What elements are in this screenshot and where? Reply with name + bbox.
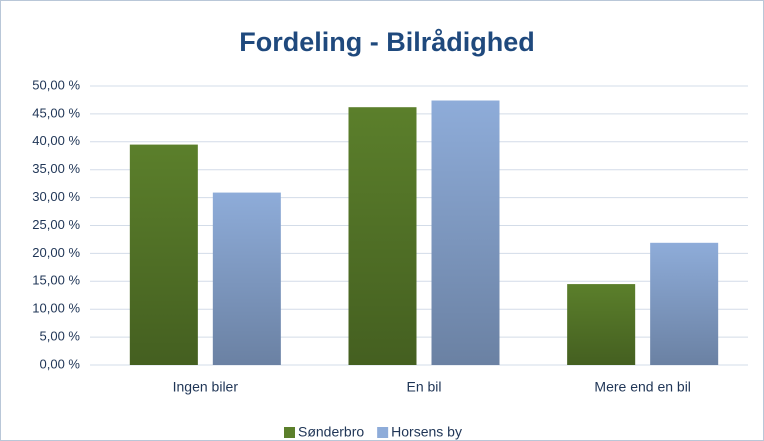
y-tick-label: 25,00 %	[32, 217, 80, 232]
chart-title: Fordeling - Bilrådighed	[239, 27, 535, 57]
x-tick-label: Ingen biler	[173, 379, 239, 395]
x-tick-label: En bil	[406, 379, 441, 395]
bar-shade	[650, 242, 719, 365]
legend-swatch	[377, 427, 389, 438]
legend-label: Horsens by	[391, 424, 462, 440]
y-tick-label: 40,00 %	[32, 133, 80, 148]
y-tick-label: 0,00 %	[40, 356, 81, 371]
bar-shade	[431, 100, 500, 366]
bar-shade	[348, 107, 417, 365]
legend-swatch	[284, 427, 295, 438]
y-tick-label: 50,00 %	[32, 77, 80, 92]
y-tick-label: 10,00 %	[32, 301, 80, 316]
bar-shade	[567, 284, 636, 365]
y-tick-label: 45,00 %	[32, 105, 80, 120]
bar-shade	[212, 192, 281, 365]
y-tick-label: 5,00 %	[40, 329, 81, 344]
bar-shade	[129, 144, 198, 365]
legend-label: Sønderbro	[298, 424, 364, 440]
y-tick-label: 15,00 %	[32, 273, 80, 288]
y-tick-label: 30,00 %	[32, 189, 80, 204]
y-tick-label: 20,00 %	[32, 245, 80, 260]
x-tick-label: Mere end en bil	[594, 379, 691, 395]
y-tick-label: 35,00 %	[32, 161, 80, 176]
